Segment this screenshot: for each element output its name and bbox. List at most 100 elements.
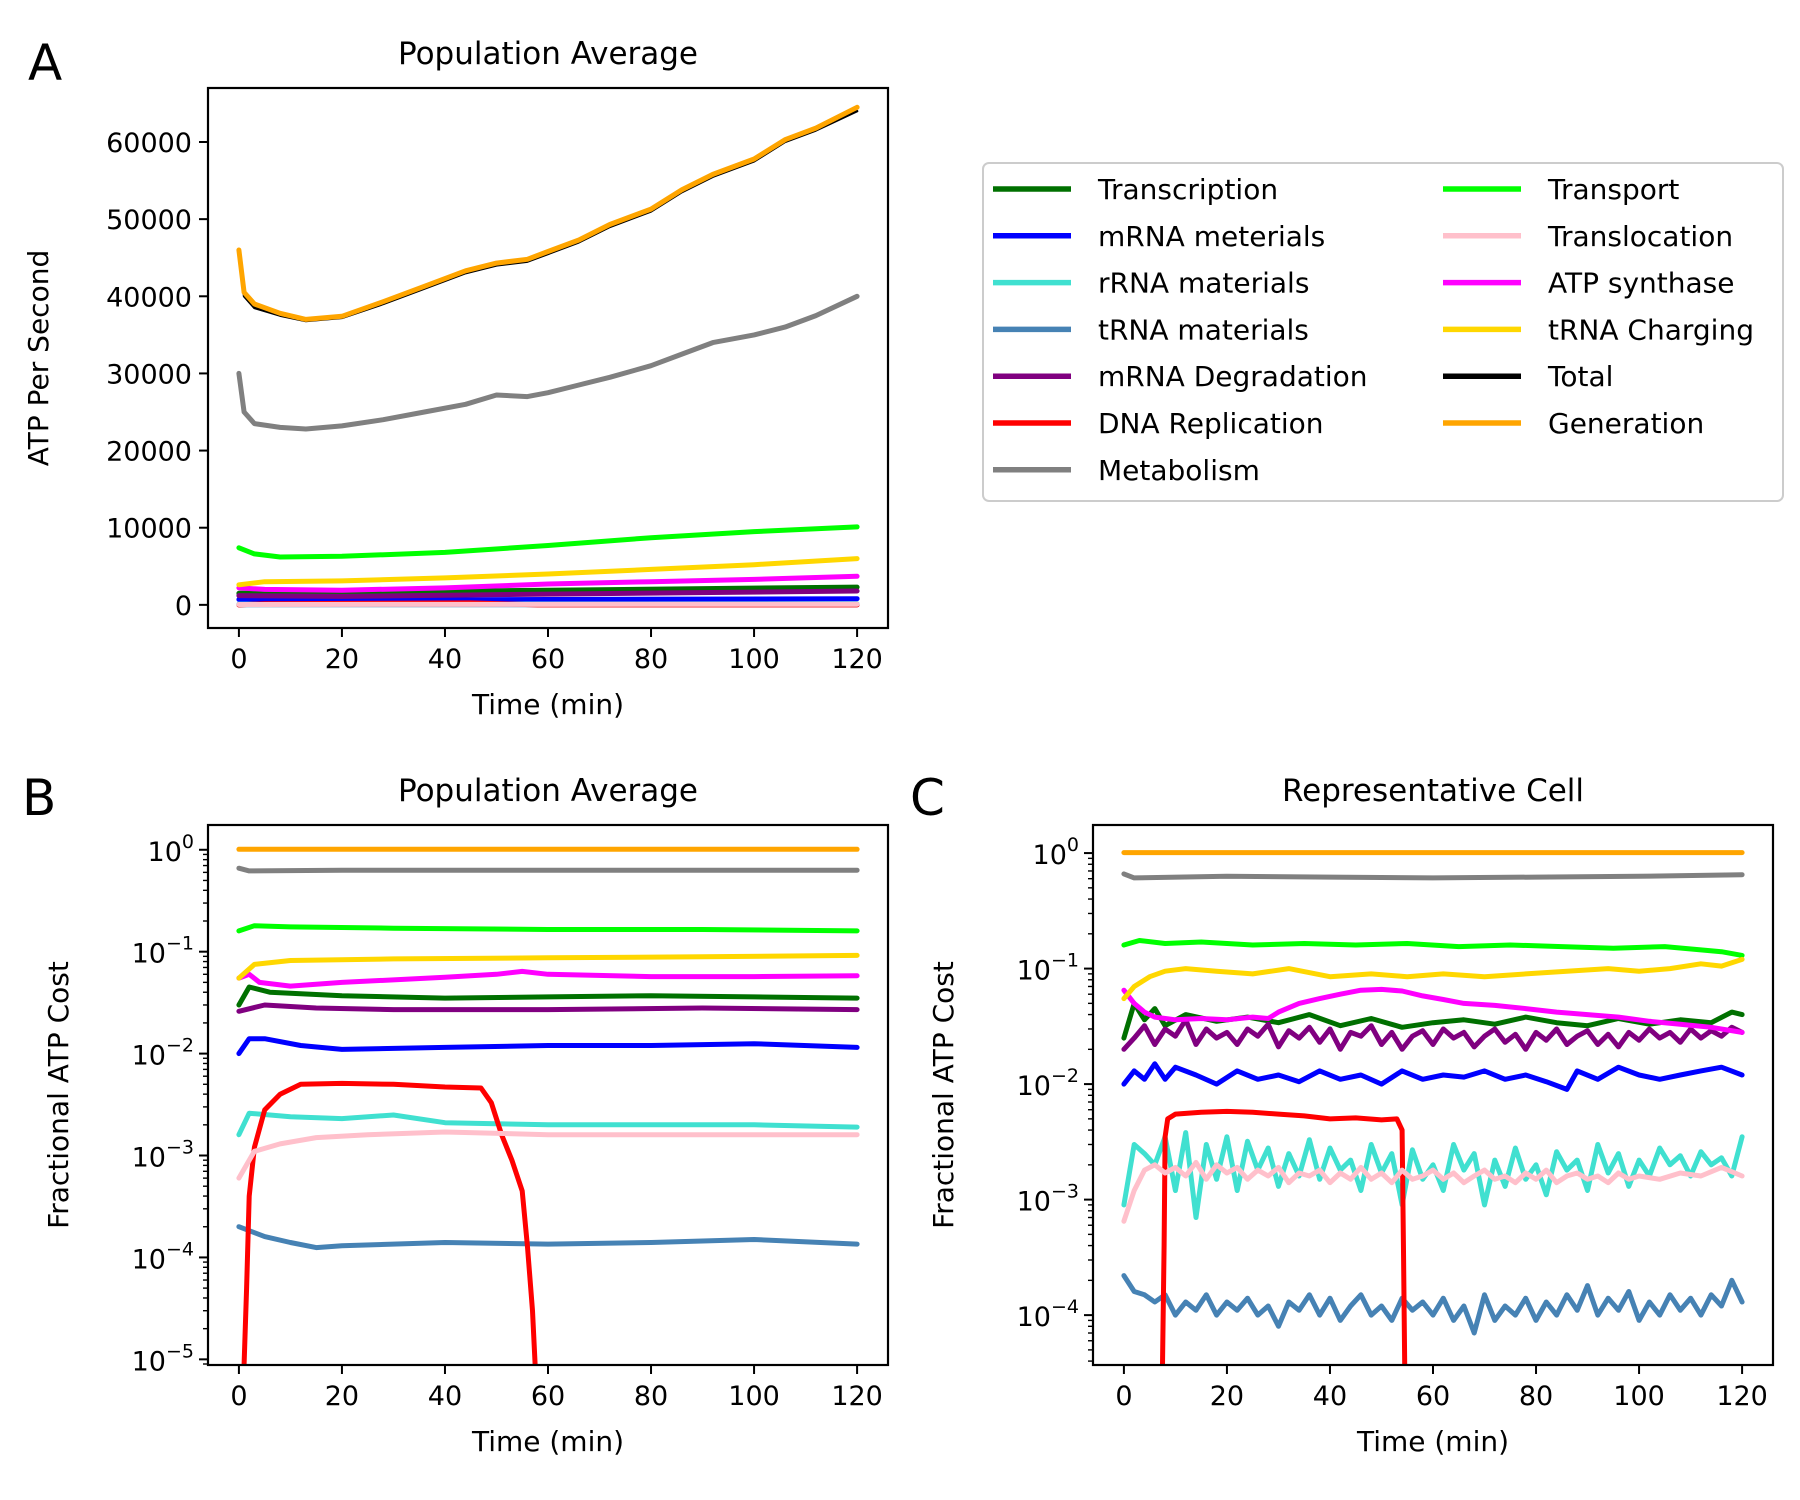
legend-label: rRNA materials	[1098, 267, 1309, 300]
plot-panel-b: B Population Average 0 20 40 60 80 100 120 10−5 10…	[22, 769, 890, 1458]
series-line-metabolism	[236, 865, 860, 874]
series-line-trna-charging	[1121, 956, 1745, 1002]
y-tick-label: 10−5	[132, 1340, 194, 1377]
series-line-rrna-materials	[236, 1110, 860, 1138]
legend-label: mRNA meterials	[1098, 220, 1325, 253]
panel-letter: B	[22, 769, 56, 827]
series-line-transport	[1121, 938, 1745, 958]
series-line-generation	[236, 104, 860, 322]
x-axis-label: Time (min)	[471, 688, 624, 721]
legend-label: tRNA materials	[1098, 313, 1309, 346]
series-line-metabolism	[1121, 871, 1745, 881]
axes-frame	[206, 823, 890, 1367]
series-line-trna-materials	[236, 1224, 860, 1251]
plot-panel-c: C Representative Cell 0 20 40 60 80 100 120 10−4 1…	[910, 769, 1775, 1458]
x-tick-label: 20	[325, 644, 359, 675]
axes-frame	[1091, 823, 1775, 1367]
y-tick-label: 10−4	[1017, 1296, 1079, 1333]
series-line-trna-charging	[236, 556, 860, 588]
y-tick-label: 10−4	[132, 1238, 194, 1275]
x-tick-label: 80	[1519, 1381, 1553, 1412]
y-tick-label: 100	[148, 831, 194, 868]
x-tick-label: 80	[634, 644, 668, 675]
series-line-transport	[236, 524, 860, 560]
legend-label: Metabolism	[1098, 454, 1260, 487]
series-line-mrna-degradation	[236, 588, 860, 599]
chart-title: Population Average	[398, 36, 698, 72]
x-tick-label: 100	[728, 644, 780, 675]
x-tick-label: 100	[1613, 1381, 1665, 1412]
x-axis-label: Time (min)	[471, 1425, 624, 1458]
x-tick-label: 20	[325, 1381, 359, 1412]
series-line-trna-charging	[236, 952, 860, 981]
panel-letter: C	[910, 769, 945, 827]
panel-letter: A	[28, 34, 62, 92]
legend-label: Total	[1547, 360, 1613, 393]
series-line-translocation	[236, 1129, 860, 1181]
x-tick-label: 40	[1313, 1381, 1347, 1412]
x-tick-label: 100	[728, 1381, 780, 1412]
legend-label: ATP synthase	[1548, 267, 1734, 300]
y-tick-label: 0	[175, 591, 192, 622]
x-tick-label: 120	[1716, 1381, 1768, 1412]
chart-title: Representative Cell	[1282, 773, 1584, 809]
y-tick-label: 10−1	[1017, 950, 1079, 987]
x-tick-label: 60	[1416, 1381, 1450, 1412]
series-line-mrna-degradation	[1121, 1017, 1745, 1052]
y-tick-label: 10−3	[1017, 1181, 1079, 1218]
y-tick-label: 100	[1033, 834, 1079, 871]
series-line-atp-synthase	[1121, 986, 1745, 1035]
y-tick-label: 40000	[106, 282, 192, 313]
legend-label: mRNA Degradation	[1098, 360, 1368, 393]
x-tick-label: 0	[230, 1381, 247, 1412]
series-line-dna-replication	[1160, 1108, 1408, 1365]
y-tick-label: 30000	[106, 359, 192, 390]
x-tick-label: 0	[230, 644, 247, 675]
x-tick-label: 120	[831, 644, 883, 675]
series-line-transcription	[236, 584, 860, 596]
series-line-mrna-degradation	[236, 1002, 860, 1014]
x-tick-label: 40	[428, 644, 462, 675]
y-axis-label: Fractional ATP Cost	[42, 961, 75, 1229]
series-line-transcription	[1121, 1000, 1745, 1041]
series-line-mrna-meterials	[236, 596, 860, 603]
y-tick-label: 10−1	[132, 933, 194, 970]
series-line-rrna-materials	[1121, 1130, 1745, 1220]
legend-label: Generation	[1548, 407, 1704, 440]
x-tick-label: 60	[531, 644, 565, 675]
series-line-atp-synthase	[236, 573, 860, 593]
x-tick-label: 80	[634, 1381, 668, 1412]
x-tick-label: 20	[1210, 1381, 1244, 1412]
x-tick-label: 0	[1115, 1381, 1132, 1412]
series-line-trna-materials	[1121, 1273, 1745, 1336]
y-tick-label: 50000	[106, 205, 192, 236]
legend-label: tRNA Charging	[1548, 313, 1754, 346]
series-group	[236, 846, 860, 1365]
y-axis-label: Fractional ATP Cost	[927, 961, 960, 1229]
series-line-metabolism	[236, 293, 860, 432]
y-tick-label: 10000	[106, 514, 192, 545]
series-line-mrna-meterials	[1121, 1061, 1745, 1092]
legend-label: Transcription	[1097, 173, 1278, 206]
legend-box	[982, 162, 1784, 502]
y-tick-label: 10−2	[1017, 1065, 1079, 1102]
y-tick-label: 60000	[106, 128, 192, 159]
y-tick-label: 20000	[106, 437, 192, 468]
legend-label: Translocation	[1547, 220, 1733, 253]
series-line-total	[237, 109, 859, 323]
series-line-mrna-meterials	[236, 1036, 860, 1057]
y-tick-label: 10−2	[132, 1035, 194, 1072]
x-tick-label: 40	[428, 1381, 462, 1412]
legend-label: Transport	[1547, 173, 1679, 206]
series-line-transcription	[236, 984, 860, 1008]
x-tick-label: 120	[831, 1381, 883, 1412]
chart-title: Population Average	[398, 773, 698, 809]
x-axis-label: Time (min)	[1356, 1425, 1509, 1458]
series-group	[1121, 850, 1745, 1365]
series-line-atp-synthase	[236, 968, 860, 989]
legend-label: DNA Replication	[1098, 407, 1324, 440]
x-tick-label: 60	[531, 1381, 565, 1412]
series-line-translocation	[1121, 1159, 1745, 1224]
legend: Transcription mRNA meterials rRNA material…	[982, 162, 1784, 502]
